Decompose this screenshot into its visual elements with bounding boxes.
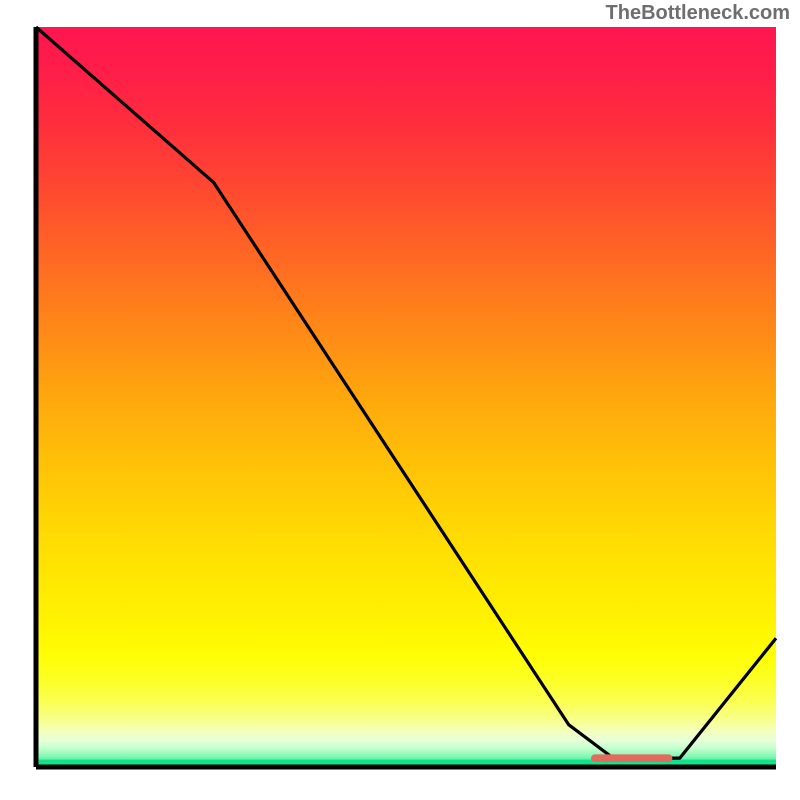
plot-gradient-background [36,27,776,767]
optimal-range-marker [591,754,672,761]
bottleneck-chart-canvas [0,0,800,800]
attribution-label: TheBottleneck.com [606,2,790,25]
